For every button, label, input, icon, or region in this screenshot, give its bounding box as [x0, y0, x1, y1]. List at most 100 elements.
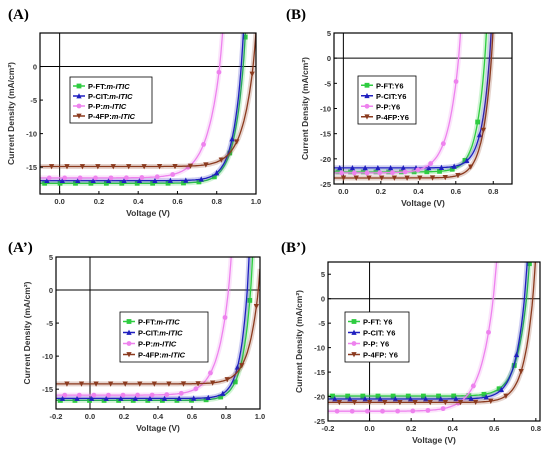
legend-entry: P-4FP:m-ITIC: [88, 112, 136, 121]
chart-panel-2: (B) 0.0 0.2 0.4 0.6 0.8 5 0 -5 -10 -15 -20 -25 Voltag…: [286, 7, 513, 208]
data-point: [239, 363, 245, 369]
legend-name: P-FT: Y6: [363, 318, 392, 327]
data-point: [476, 131, 483, 138]
data-point: [336, 400, 342, 406]
data-point: [427, 400, 433, 406]
data-point: [180, 381, 187, 387]
data-point: [191, 395, 197, 401]
legend-entry: P-P:m-ITIC: [138, 340, 177, 349]
legend-marker: [351, 319, 357, 324]
data-point: [208, 370, 213, 376]
legend-name-italic: m-ITIC: [106, 82, 130, 91]
series-line: [56, 268, 260, 385]
legend-marker: [126, 352, 132, 358]
data-point: [386, 169, 392, 175]
x-tick-label: 0.0: [54, 197, 64, 206]
legend: P-FT:m-ITICP-CIT:m-ITICP-P:m-ITICP-4FP:m…: [69, 76, 153, 124]
data-point: [330, 393, 335, 399]
data-point: [360, 169, 366, 175]
y-tick-label: 5: [321, 270, 325, 279]
data-point: [486, 329, 491, 335]
data-point: [224, 377, 230, 383]
data-point: [147, 395, 153, 401]
data-point: [77, 175, 83, 181]
x-axis-label: Voltage (V): [401, 198, 445, 208]
legend-name-italic: m-ITIC: [112, 112, 136, 121]
legend-name-italic: m-ITIC: [103, 102, 127, 111]
data-point: [132, 395, 139, 401]
data-point: [417, 175, 423, 181]
data-point: [335, 169, 341, 175]
data-point: [218, 394, 224, 400]
data-point: [436, 393, 441, 399]
data-point: [118, 395, 124, 401]
legend-marker: [126, 319, 132, 324]
y-tick-label: 5: [327, 29, 331, 38]
data-point: [364, 170, 370, 176]
data-point: [347, 396, 353, 402]
data-point: [462, 157, 468, 163]
series-line: [56, 257, 250, 400]
data-point: [78, 381, 85, 387]
panel-label: (A’): [8, 240, 33, 256]
data-point: [466, 393, 472, 399]
plot-frame: [327, 261, 541, 422]
data-point: [166, 381, 172, 387]
y-tick-label: 0: [327, 54, 331, 63]
data-point: [367, 400, 373, 406]
data-point: [475, 119, 481, 125]
data-point: [151, 381, 157, 387]
data-point: [415, 167, 421, 173]
y-tick-label: -15: [314, 368, 325, 377]
legend-marker: [76, 83, 82, 89]
data-point: [103, 180, 109, 186]
data-point: [410, 408, 416, 414]
data-point: [496, 386, 502, 392]
y-tick-label: -5: [324, 79, 331, 88]
data-point: [421, 393, 426, 399]
series-group: [328, 262, 538, 414]
data-point: [134, 180, 140, 186]
legend-marker: [351, 341, 357, 346]
data-point: [108, 175, 114, 181]
data-point: [141, 164, 147, 170]
data-point: [334, 408, 340, 414]
data-point: [464, 157, 470, 164]
legend-marker: [76, 93, 82, 99]
data-point: [424, 169, 430, 175]
data-point: [253, 304, 259, 310]
data-point: [152, 177, 158, 183]
data-point: [203, 162, 209, 168]
legend-marker: [364, 82, 370, 88]
legend-marker: [364, 92, 370, 99]
y-tick-label: -5: [46, 319, 53, 328]
x-axis-label: Voltage (V): [136, 423, 180, 433]
series-line: [334, 33, 462, 174]
series-line: [328, 262, 537, 404]
legend-marker: [76, 113, 82, 119]
x-tick-label: 0.8: [221, 412, 231, 421]
y-tick-label: -15: [26, 163, 37, 172]
legend-entry: P-FT:m-ITIC: [138, 318, 180, 327]
panel-label: (B’): [281, 240, 306, 256]
data-point: [89, 395, 95, 401]
data-point: [76, 392, 82, 398]
legend-entry: P-4FP: Y6: [363, 351, 398, 360]
y-axis-label: Current Density (mA/cm²): [6, 62, 16, 165]
data-point: [426, 164, 432, 171]
data-point: [106, 177, 112, 183]
data-point: [124, 175, 129, 181]
legend-name: P-CIT:Y6: [376, 92, 406, 101]
data-point: [103, 395, 109, 401]
legend-name: P-CIT:: [88, 92, 109, 101]
y-tick-label: 0: [33, 63, 37, 72]
data-point: [59, 395, 66, 401]
series-group: [56, 257, 260, 403]
data-point: [351, 170, 357, 176]
data-point: [402, 169, 408, 175]
data-point: [64, 381, 70, 387]
x-tick-label: 0.4: [133, 197, 144, 206]
x-tick-label: 0.2: [119, 412, 129, 421]
x-tick-label: 0.4: [447, 424, 458, 433]
legend-name: P-P:: [88, 102, 103, 111]
